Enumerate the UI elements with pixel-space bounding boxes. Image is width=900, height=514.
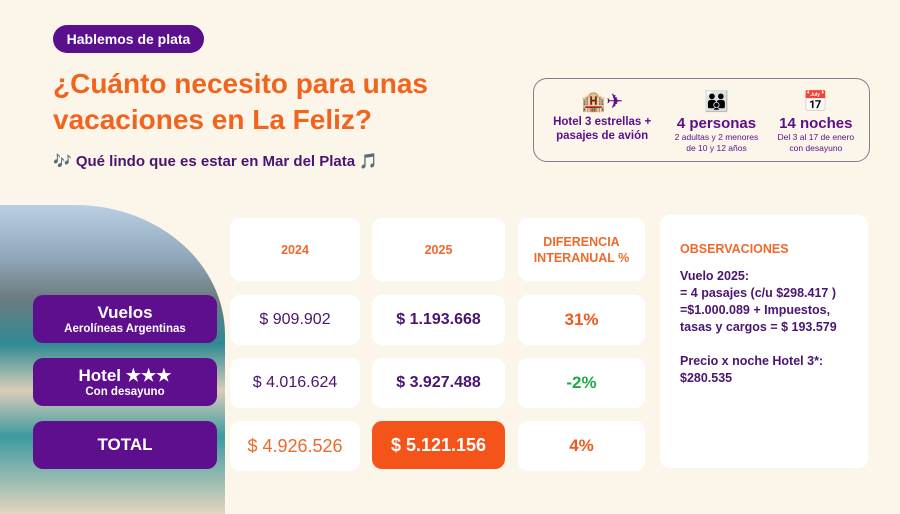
subtitle: 🎶 Qué lindo que es estar en Mar del Plat… xyxy=(53,153,378,170)
info-nights: 📅 14 noches Del 3 al 17 de enero con des… xyxy=(776,89,856,153)
info-people-count: 4 personas xyxy=(676,115,757,132)
family-icon: 👪 xyxy=(704,91,729,113)
cell-diff: -2% xyxy=(518,358,645,408)
observations-panel: OBSERVACIONES Vuelo 2025: = 4 pasajes (c… xyxy=(660,215,868,468)
cell-2025: $ 5.121.156 xyxy=(372,421,505,469)
row-label: Vuelos Aerolíneas Argentinas xyxy=(33,295,217,343)
cell-2025: $ 1.193.668 xyxy=(372,295,505,345)
section-badge: Hablemos de plata xyxy=(53,25,204,53)
obs-hotel-title: Precio x noche Hotel 3*: xyxy=(680,354,824,368)
info-hotel-flight: 🏨✈ Hotel 3 estrellas + pasajes de avión xyxy=(547,89,657,151)
info-hotel-flight-text: Hotel 3 estrellas + pasajes de avión xyxy=(553,116,652,142)
obs-hotel-price: $280.535 xyxy=(680,371,733,385)
info-nights-detail: Del 3 al 17 de enero con desayuno xyxy=(777,132,855,153)
cell-2024: $ 4.926.526 xyxy=(230,421,360,471)
calendar-icon: 📅 xyxy=(803,91,829,113)
cell-diff: 4% xyxy=(518,421,645,471)
cell-2024: $ 909.902 xyxy=(230,295,360,345)
row-label: TOTAL xyxy=(33,421,217,469)
obs-flight-title: Vuelo 2025: xyxy=(680,269,750,283)
info-nights-count: 14 noches xyxy=(779,115,853,132)
row-label-sub: Aerolíneas Argentinas xyxy=(64,323,186,335)
row-label-title: Vuelos xyxy=(97,303,153,322)
page-title: ¿Cuánto necesito para unas vacaciones en… xyxy=(53,68,428,135)
row-label-sub: Con desayuno xyxy=(85,386,165,398)
info-people: 👪 4 personas 2 adultas y 2 menores de 10… xyxy=(671,89,761,153)
header-2025: 2025 xyxy=(372,218,505,281)
obs-flight-detail: = 4 pasajes (c/u $298.417 ) =$1.000.089 … xyxy=(680,286,837,334)
hotel-plane-icon: 🏨✈ xyxy=(581,91,623,113)
row-label: Hotel ★★★ Con desayuno xyxy=(33,358,217,406)
cell-diff: 31% xyxy=(518,295,645,345)
header-2024: 2024 xyxy=(230,218,360,281)
header-diff: DIFERENCIA INTERANUAL % xyxy=(518,218,645,281)
cell-2024: $ 4.016.624 xyxy=(230,358,360,408)
info-people-detail: 2 adultas y 2 menores de 10 y 12 años xyxy=(674,132,759,153)
cell-2025: $ 3.927.488 xyxy=(372,358,505,408)
trip-info-box: 🏨✈ Hotel 3 estrellas + pasajes de avión … xyxy=(533,78,870,162)
row-label-title: TOTAL xyxy=(97,435,153,454)
row-label-title: Hotel ★★★ xyxy=(78,366,172,385)
observations-title: OBSERVACIONES xyxy=(680,242,789,256)
